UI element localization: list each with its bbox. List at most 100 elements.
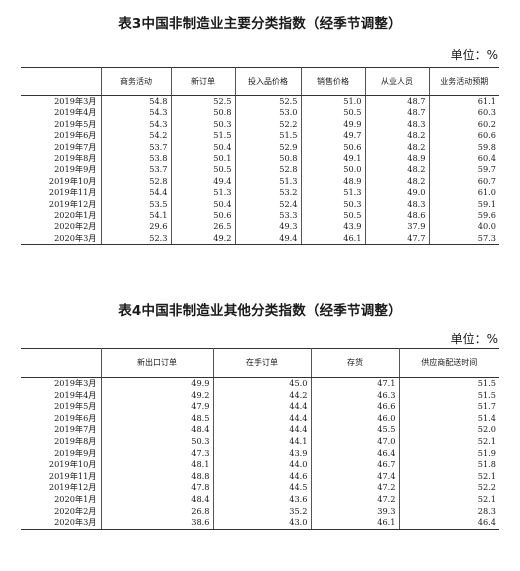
- table-cell: 50.6: [300, 141, 365, 154]
- table3-col-header: [21, 67, 101, 96]
- table-row: 2019年3月 49.9 45.0 47.1 51.5: [21, 377, 499, 390]
- table-cell: 53.8: [100, 153, 171, 165]
- table-cell: 53.5: [100, 198, 171, 211]
- table3-col-header: 新订单: [170, 67, 235, 96]
- row-label: 2019年10月: [48, 459, 97, 470]
- table-cell: 44.4: [212, 412, 311, 425]
- row-label: 2019年7月: [54, 424, 97, 435]
- row-label: 2019年11月: [48, 187, 97, 198]
- table-cell: 61.1: [428, 95, 499, 108]
- table4-body: 2019年3月 49.9 45.0 47.1 51.5 2019年4月 49.2 44.2 46…: [21, 377, 499, 530]
- table-cell: 49.2: [100, 389, 213, 402]
- table-cell: 47.0: [310, 435, 399, 448]
- table-cell: 60.6: [428, 130, 499, 142]
- row-label: 2019年5月: [54, 118, 97, 129]
- table-cell: 47.2: [310, 482, 399, 494]
- table-row: 2019年9月 53.7 50.5 52.8 50.0 48.2 59.7: [21, 164, 499, 176]
- table-cell: 49.0: [364, 187, 429, 199]
- table-cell: 48.2: [364, 164, 429, 176]
- table-cell: 51.5: [170, 130, 235, 142]
- table-cell: 47.3: [100, 447, 213, 460]
- table-cell: 46.3: [310, 389, 399, 402]
- row-label: 2019年4月: [54, 107, 97, 118]
- table3-title: 表3中国非制造业主要分类指数（经季节调整）: [118, 16, 402, 32]
- table-cell: 59.6: [428, 210, 499, 222]
- row-label: 2020年2月: [54, 505, 97, 516]
- row-label: 2019年3月: [54, 96, 97, 106]
- table-cell: 60.4: [428, 153, 499, 165]
- table-cell: 52.2: [398, 482, 499, 494]
- table-cell: 52.5: [234, 95, 301, 108]
- table-cell: 53.0: [234, 107, 301, 119]
- table-cell: 59.7: [428, 164, 499, 176]
- table-cell: 48.3: [364, 198, 429, 211]
- table-cell: 50.0: [300, 164, 365, 176]
- table-cell: 52.3: [100, 232, 171, 246]
- table-cell: 45.0: [212, 377, 311, 390]
- table-cell: 54.3: [100, 118, 171, 131]
- table-cell: 59.1: [428, 198, 499, 211]
- table-cell: 51.9: [398, 447, 499, 460]
- table4-col-header: 在手订单: [212, 348, 311, 378]
- table-cell: 44.0: [212, 459, 311, 471]
- table-cell: 48.4: [100, 424, 213, 436]
- table-row: 2020年2月 26.8 35.2 39.3 28.3: [21, 505, 499, 518]
- table-cell: 51.3: [300, 187, 365, 199]
- table-cell: 50.3: [300, 198, 365, 211]
- table4-col-header: [21, 348, 101, 378]
- table-cell: 49.3: [234, 221, 301, 233]
- row-label: 2019年9月: [54, 164, 97, 175]
- table-cell: 43.6: [212, 493, 311, 506]
- table-row: 2019年11月 48.8 44.6 47.4 52.1: [21, 470, 499, 483]
- row-label: 2019年6月: [54, 130, 97, 141]
- table3-col-header: 从业人员: [364, 67, 429, 96]
- table-cell: 52.0: [398, 424, 499, 436]
- row-label: 2019年4月: [54, 389, 97, 400]
- table-cell: 52.8: [100, 175, 171, 188]
- table-cell: 28.3: [398, 505, 499, 518]
- table-cell: 57.3: [428, 232, 499, 246]
- table-cell: 48.5: [100, 412, 213, 425]
- table-cell: 48.2: [364, 141, 429, 154]
- table-cell: 50.8: [170, 107, 235, 119]
- table-cell: 49.9: [300, 118, 365, 131]
- table-cell: 50.8: [234, 153, 301, 165]
- table-cell: 51.5: [398, 377, 499, 390]
- table-cell: 49.4: [234, 232, 301, 246]
- table-cell: 50.5: [300, 107, 365, 119]
- table-cell: 46.1: [300, 232, 365, 246]
- table-cell: 48.1: [100, 459, 213, 471]
- table-cell: 52.8: [234, 164, 301, 176]
- table-cell: 53.7: [100, 141, 171, 154]
- table3-col-header: 商务活动: [100, 67, 171, 96]
- table-row: 2020年1月 54.1 50.6 53.3 50.5 48.6 59.6: [21, 210, 499, 222]
- table-cell: 48.9: [364, 153, 429, 165]
- table-cell: 47.4: [310, 470, 399, 483]
- table-cell: 52.4: [234, 198, 301, 211]
- table-cell: 50.1: [170, 153, 235, 165]
- table-cell: 46.0: [310, 412, 399, 425]
- table-cell: 49.9: [100, 377, 213, 390]
- table-cell: 54.4: [100, 187, 171, 199]
- table-row: 2019年12月 47.8 44.5 47.2 52.2: [21, 482, 499, 494]
- table-row: 2019年6月 54.2 51.5 51.5 49.7 48.2 60.6: [21, 130, 499, 142]
- table-row: 2019年12月 53.5 50.4 52.4 50.3 48.3 59.1: [21, 198, 499, 211]
- table-cell: 60.3: [428, 107, 499, 119]
- row-label: 2019年12月: [48, 482, 97, 493]
- table-cell: 52.1: [398, 435, 499, 448]
- table-cell: 47.7: [364, 232, 429, 246]
- row-label: 2019年8月: [54, 435, 97, 446]
- table3-unit: 单位：%: [450, 48, 498, 62]
- table3-col-header: 业务活动预期: [428, 67, 499, 96]
- row-label: 2020年1月: [54, 493, 97, 504]
- table-cell: 52.5: [170, 95, 235, 108]
- table-cell: 35.2: [212, 505, 311, 518]
- table4-col-header: 存货: [310, 348, 399, 378]
- table-row: 2019年8月 50.3 44.1 47.0 52.1: [21, 435, 499, 448]
- table-cell: 51.8: [398, 459, 499, 471]
- table-cell: 51.5: [234, 130, 301, 142]
- table-cell: 54.1: [100, 210, 171, 222]
- table-cell: 51.0: [300, 95, 365, 108]
- table-row: 2019年3月 54.8 52.5 52.5 51.0 48.7 61.1: [21, 95, 499, 108]
- table-row: 2020年2月 29.6 26.5 49.3 43.9 37.9 40.0: [21, 221, 499, 233]
